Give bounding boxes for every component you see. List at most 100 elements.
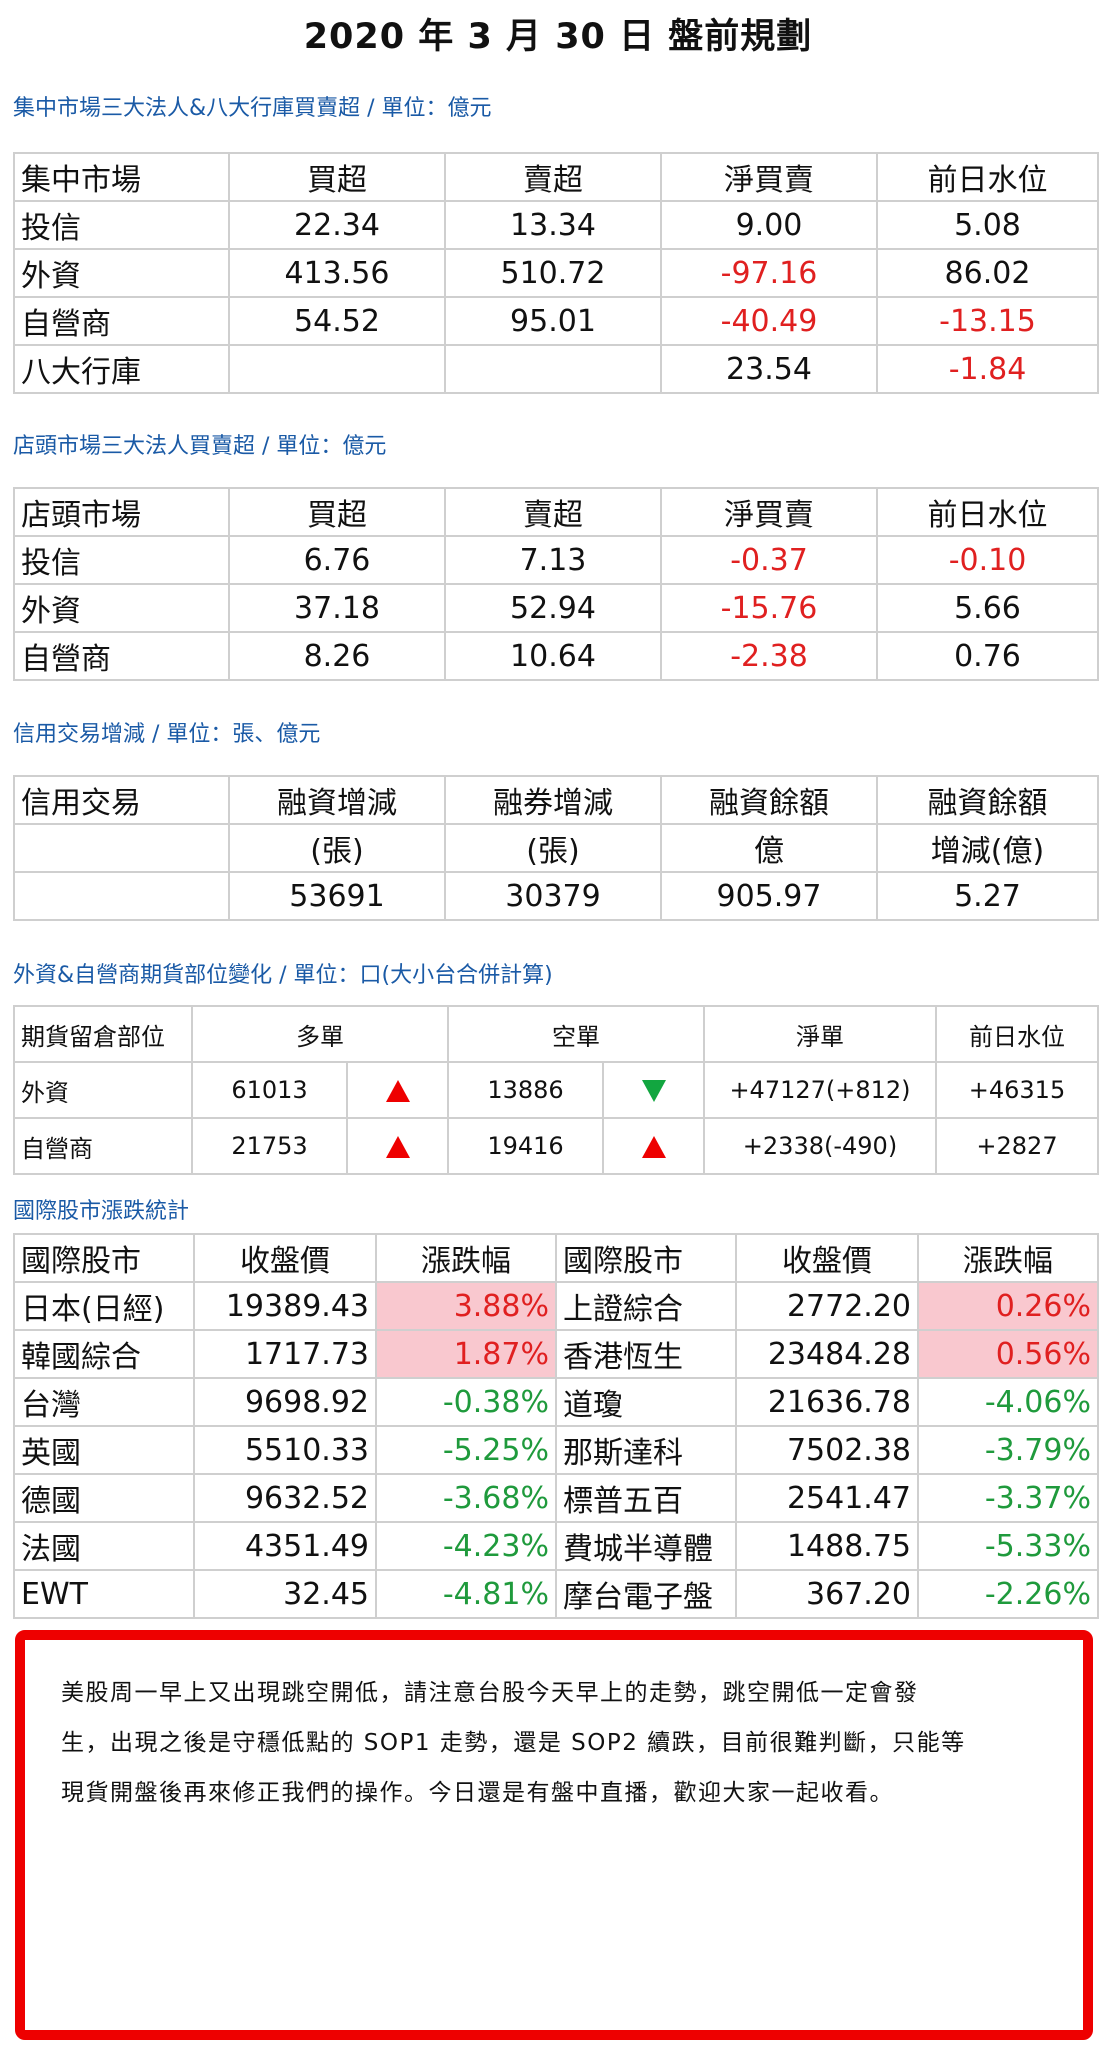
buy-value: 8.26: [228, 631, 446, 681]
close-price: 23484.28: [735, 1329, 919, 1379]
otc-market-table: 店頭市場 買超 賣超 淨買賣 前日水位 投信 6.76 7.13 -0.37 -…: [13, 487, 1099, 681]
sell-value: 13.34: [444, 200, 662, 250]
commentary-line: 生，出現之後是守穩低點的 SOP1 走勢，還是 SOP2 續跌，目前很難判斷，只…: [61, 1730, 966, 1756]
futures-positions-table: 期貨留倉部位 多單 空單 淨單 前日水位 外資 61013 13886 +471…: [13, 1005, 1099, 1175]
change-pct: 3.88%: [375, 1281, 557, 1331]
header-cell: 空單: [447, 1005, 705, 1063]
buy-value: 6.76: [228, 535, 446, 585]
unit-cell: 增減(億): [876, 823, 1099, 873]
table-row: 外資 37.18 52.94 -15.76 5.66: [13, 583, 1099, 633]
sell-value: 510.72: [444, 248, 662, 298]
header-cell: 收盤價: [735, 1233, 919, 1283]
close-price: 1488.75: [735, 1521, 919, 1571]
section-heading-futures: 外資&自營商期貨部位變化 / 單位：口(大小台合併計算): [13, 963, 553, 988]
header-cell: 賣超: [444, 487, 662, 537]
unit-cell: [13, 823, 230, 873]
table-header-row: 期貨留倉部位 多單 空單 淨單 前日水位: [13, 1005, 1099, 1063]
header-cell: 融券增減: [444, 775, 662, 825]
market-name: 道瓊: [555, 1377, 737, 1427]
market-name: 摩台電子盤: [555, 1569, 737, 1619]
sell-value: [444, 344, 662, 394]
table-row: 日本(日經) 19389.43 3.88% 上證綜合 2772.20 0.26%: [13, 1281, 1099, 1331]
buy-value: 54.52: [228, 296, 446, 346]
close-price: 7502.38: [735, 1425, 919, 1475]
close-price: 32.45: [193, 1569, 377, 1619]
prev-value: 5.66: [876, 583, 1099, 633]
market-name: 標普五百: [555, 1473, 737, 1523]
row-label: 外資: [13, 1061, 193, 1119]
prev-value: 5.08: [876, 200, 1099, 250]
header-cell: 國際股市: [555, 1233, 737, 1283]
commentary-line: 現貨開盤後再來修正我們的操作。今日還是有盤中直播，歡迎大家一起收看。: [61, 1780, 894, 1806]
market-name: 香港恆生: [555, 1329, 737, 1379]
market-name: 英國: [13, 1425, 195, 1475]
change-pct: -3.68%: [375, 1473, 557, 1523]
market-name: 台灣: [13, 1377, 195, 1427]
value-cell: 5.27: [876, 871, 1099, 921]
table-row: 外資 413.56 510.72 -97.16 86.02: [13, 248, 1099, 298]
table-row: 韓國綜合 1717.73 1.87% 香港恆生 23484.28 0.56%: [13, 1329, 1099, 1379]
long-direction: [346, 1061, 449, 1119]
close-price: 4351.49: [193, 1521, 377, 1571]
close-price: 367.20: [735, 1569, 919, 1619]
international-markets-table: 國際股市 收盤價 漲跌幅 國際股市 收盤價 漲跌幅 日本(日經) 19389.4…: [13, 1233, 1099, 1619]
row-label: 八大行庫: [13, 344, 230, 394]
net-value: 23.54: [660, 344, 878, 394]
change-pct: 1.87%: [375, 1329, 557, 1379]
change-pct: -2.26%: [917, 1569, 1099, 1619]
unit-cell: 億: [660, 823, 878, 873]
table-row: 外資 61013 13886 +47127(+812) +46315: [13, 1061, 1099, 1119]
prev-value: -1.84: [876, 344, 1099, 394]
section-heading-margin: 信用交易增減 / 單位：張、億元: [13, 722, 321, 747]
row-label: 自營商: [13, 296, 230, 346]
sell-value: 7.13: [444, 535, 662, 585]
value-cell: 905.97: [660, 871, 878, 921]
change-pct: -4.06%: [917, 1377, 1099, 1427]
short-value: 19416: [447, 1117, 604, 1175]
market-name: 上證綜合: [555, 1281, 737, 1331]
table-row: 自營商 21753 19416 +2338(-490) +2827: [13, 1117, 1099, 1175]
change-pct: -3.79%: [917, 1425, 1099, 1475]
unit-cell: (張): [444, 823, 662, 873]
header-cell: 漲跌幅: [375, 1233, 557, 1283]
header-cell: 信用交易: [13, 775, 230, 825]
row-label: 投信: [13, 535, 230, 585]
short-value: 13886: [447, 1061, 604, 1119]
change-pct: -4.81%: [375, 1569, 557, 1619]
net-value: -0.37: [660, 535, 878, 585]
page-title: 2020 年 3 月 30 日 盤前規劃: [303, 17, 813, 57]
net-value: -2.38: [660, 631, 878, 681]
table-row: 英國 5510.33 -5.25% 那斯達科 7502.38 -3.79%: [13, 1425, 1099, 1475]
header-cell: 買超: [228, 152, 446, 202]
header-cell: 融資增減: [228, 775, 446, 825]
market-name: 費城半導體: [555, 1521, 737, 1571]
close-price: 2772.20: [735, 1281, 919, 1331]
header-cell: 前日水位: [935, 1005, 1099, 1063]
change-pct: -3.37%: [917, 1473, 1099, 1523]
close-price: 9632.52: [193, 1473, 377, 1523]
buy-value: [228, 344, 446, 394]
header-cell: 買超: [228, 487, 446, 537]
market-name: 德國: [13, 1473, 195, 1523]
header-cell: 多單: [191, 1005, 449, 1063]
header-cell: 集中市場: [13, 152, 230, 202]
net-value: -40.49: [660, 296, 878, 346]
net-value: -97.16: [660, 248, 878, 298]
row-label: 外資: [13, 583, 230, 633]
long-value: 21753: [191, 1117, 348, 1175]
long-value: 61013: [191, 1061, 348, 1119]
prev-value: -13.15: [876, 296, 1099, 346]
table-row: 德國 9632.52 -3.68% 標普五百 2541.47 -3.37%: [13, 1473, 1099, 1523]
table-row: 法國 4351.49 -4.23% 費城半導體 1488.75 -5.33%: [13, 1521, 1099, 1571]
prev-value: +46315: [935, 1061, 1099, 1119]
header-cell: 融資餘額: [876, 775, 1099, 825]
table-row: 台灣 9698.92 -0.38% 道瓊 21636.78 -4.06%: [13, 1377, 1099, 1427]
close-price: 21636.78: [735, 1377, 919, 1427]
change-pct: 0.56%: [917, 1329, 1099, 1379]
table-row: 自營商 8.26 10.64 -2.38 0.76: [13, 631, 1099, 681]
change-pct: -4.23%: [375, 1521, 557, 1571]
close-price: 5510.33: [193, 1425, 377, 1475]
header-cell: 融資餘額: [660, 775, 878, 825]
triangle-up-icon: [385, 1080, 410, 1102]
buy-value: 37.18: [228, 583, 446, 633]
